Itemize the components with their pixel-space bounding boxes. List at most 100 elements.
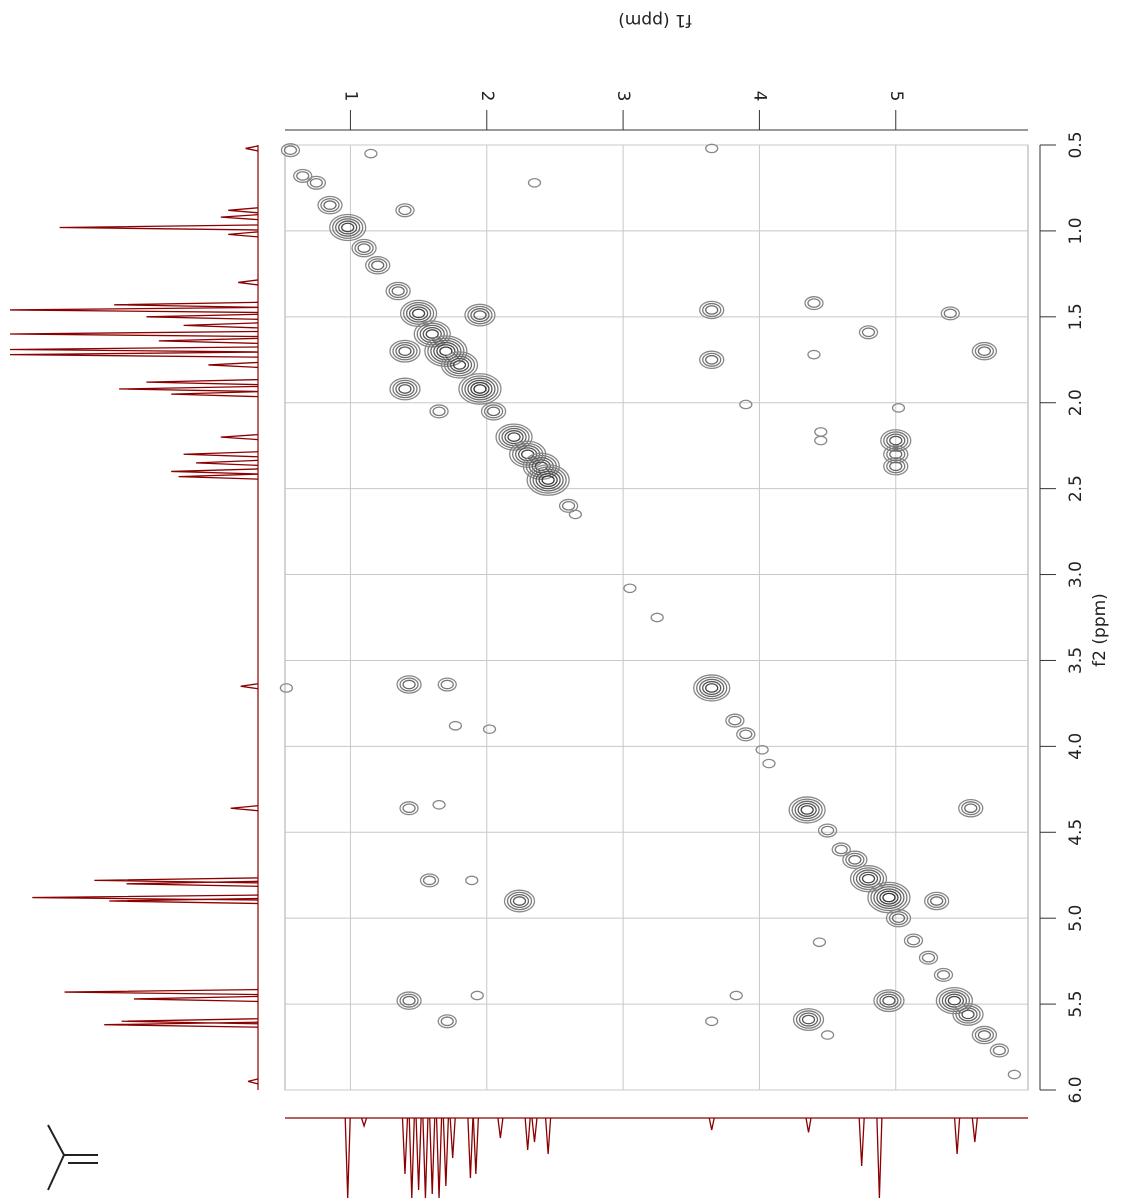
- x-tick-label: 4: [749, 91, 769, 102]
- contour: [924, 891, 950, 911]
- contour: [293, 168, 313, 183]
- contour: [351, 238, 377, 258]
- contour: [402, 803, 416, 814]
- contour: [452, 360, 467, 370]
- projection-peak: [9, 346, 259, 353]
- contour: [424, 335, 468, 368]
- contour: [526, 464, 570, 496]
- projection-peak: [544, 1117, 552, 1155]
- contour: [396, 991, 422, 1010]
- projection-peak: [415, 1117, 422, 1191]
- contour: [1007, 1069, 1022, 1080]
- contour: [699, 300, 725, 320]
- contour: [464, 377, 496, 401]
- projection-peak: [171, 468, 259, 475]
- contour: [306, 175, 327, 190]
- projection-peak: [178, 473, 259, 480]
- contour: [486, 406, 501, 417]
- contour: [465, 875, 479, 886]
- y-tick-label: 2.0: [1066, 389, 1086, 416]
- contour: [509, 893, 530, 909]
- contour: [831, 842, 851, 857]
- contour: [792, 1008, 825, 1032]
- projection-peak: [435, 1117, 443, 1199]
- contour: [392, 379, 418, 399]
- contour: [800, 805, 814, 815]
- projection-peak: [449, 1117, 456, 1159]
- projection-peak: [708, 1117, 715, 1131]
- projection-peak: [531, 1117, 538, 1143]
- y-tick-label: 4.5: [1066, 819, 1086, 846]
- contour: [364, 148, 378, 159]
- contour: [389, 377, 421, 401]
- contour: [436, 344, 456, 359]
- contour: [883, 457, 909, 476]
- x-tick-label: 5: [886, 91, 906, 102]
- contour: [938, 989, 971, 1013]
- contour: [357, 243, 371, 253]
- projection-peak: [220, 433, 259, 441]
- contour: [392, 341, 418, 361]
- contour: [852, 867, 885, 891]
- projection-peak: [158, 337, 259, 345]
- contour: [411, 308, 426, 319]
- contour: [702, 352, 722, 367]
- projection-peak: [467, 1117, 474, 1179]
- projection-peak: [472, 1117, 480, 1175]
- y-tick-label: 5.0: [1066, 905, 1086, 932]
- contour: [432, 406, 446, 417]
- contour: [512, 442, 544, 466]
- projection-peak: [146, 378, 259, 386]
- contour: [879, 993, 899, 1008]
- contour: [729, 990, 743, 1001]
- x-tick-label: 2: [477, 91, 497, 102]
- contour: [794, 800, 820, 820]
- contour: [977, 1030, 992, 1040]
- y-axis-title: f2 (ppm): [1090, 593, 1110, 667]
- contour: [449, 357, 470, 372]
- contour: [930, 896, 944, 906]
- contour: [814, 427, 828, 437]
- contour: [323, 200, 337, 210]
- contour: [725, 713, 745, 728]
- projection-peak: [247, 1078, 259, 1085]
- contour: [467, 305, 493, 325]
- contour: [705, 305, 719, 315]
- contour: [891, 403, 906, 413]
- contour: [402, 995, 416, 1006]
- projection-peak: [230, 805, 259, 812]
- contour: [461, 375, 499, 403]
- contour: [506, 891, 533, 911]
- projection-peak: [146, 313, 259, 320]
- contour: [889, 435, 903, 446]
- contour: [989, 1043, 1010, 1058]
- contour: [879, 890, 899, 905]
- contour: [371, 260, 385, 271]
- projection-peak: [240, 683, 259, 690]
- contour: [470, 990, 484, 1001]
- contour: [443, 353, 476, 377]
- contour: [368, 258, 388, 273]
- contour: [440, 351, 479, 379]
- contour: [882, 892, 896, 903]
- contour: [736, 727, 756, 742]
- projection-peak: [858, 1117, 865, 1167]
- contour: [958, 798, 984, 818]
- contour: [728, 715, 742, 726]
- contour: [699, 350, 725, 370]
- contour: [961, 1009, 975, 1020]
- contour: [943, 308, 957, 319]
- contour: [705, 354, 719, 365]
- contour: [399, 801, 419, 816]
- contour: [702, 680, 722, 695]
- contour: [365, 256, 391, 275]
- projection-peak: [524, 1117, 531, 1151]
- projection-peak: [408, 1117, 415, 1199]
- projection-peak: [126, 880, 259, 887]
- projection-peak: [9, 306, 259, 314]
- contour: [399, 299, 438, 328]
- contour: [470, 308, 490, 323]
- contour: [429, 404, 449, 419]
- contour: [906, 935, 921, 946]
